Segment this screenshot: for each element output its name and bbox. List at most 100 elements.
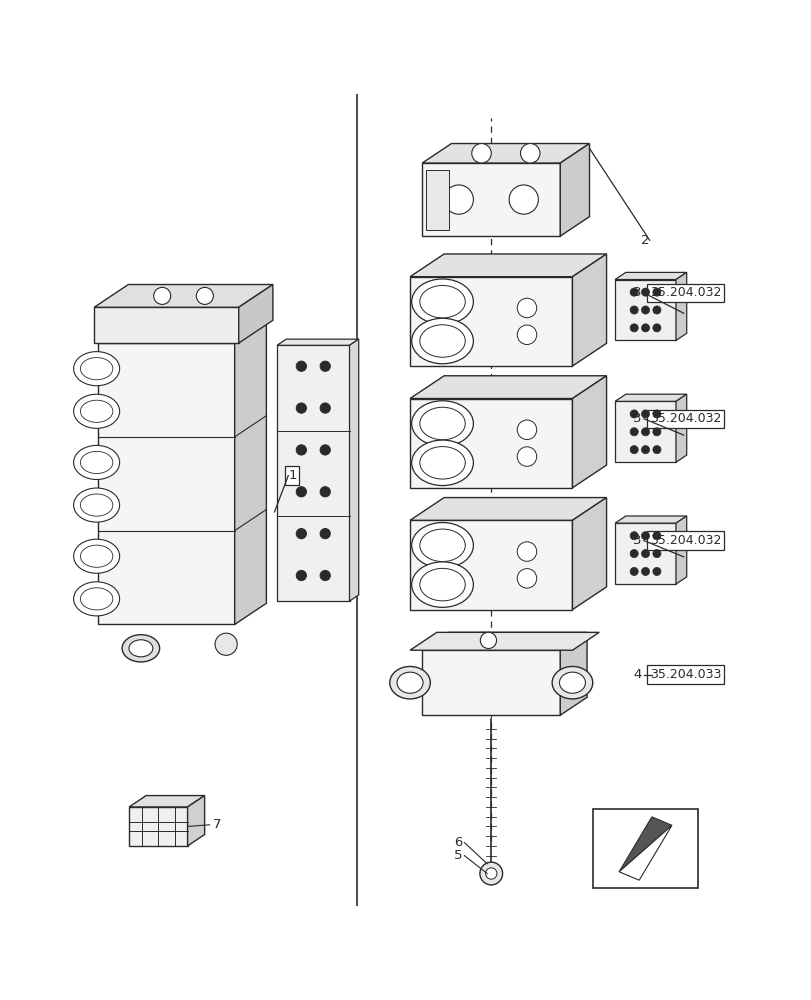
- Circle shape: [629, 428, 637, 436]
- Ellipse shape: [122, 635, 160, 662]
- Polygon shape: [615, 401, 675, 462]
- Ellipse shape: [419, 285, 465, 318]
- Polygon shape: [615, 523, 675, 584]
- Circle shape: [652, 428, 660, 436]
- Polygon shape: [618, 817, 671, 872]
- Polygon shape: [615, 516, 686, 523]
- Polygon shape: [187, 796, 204, 846]
- Text: 3: 3: [633, 534, 641, 547]
- Circle shape: [629, 567, 637, 576]
- Polygon shape: [422, 144, 589, 163]
- Circle shape: [517, 325, 536, 345]
- Circle shape: [641, 288, 649, 296]
- Circle shape: [652, 306, 660, 314]
- Circle shape: [641, 567, 649, 576]
- Circle shape: [517, 569, 536, 588]
- Polygon shape: [129, 796, 204, 807]
- Circle shape: [641, 446, 649, 454]
- Polygon shape: [618, 825, 671, 880]
- Text: 35.204.032: 35.204.032: [649, 412, 720, 425]
- Circle shape: [652, 532, 660, 540]
- Circle shape: [320, 445, 330, 455]
- Text: 35.204.032: 35.204.032: [649, 534, 720, 547]
- Ellipse shape: [411, 440, 473, 486]
- Polygon shape: [98, 322, 266, 343]
- Circle shape: [520, 144, 539, 163]
- Circle shape: [629, 410, 637, 418]
- Circle shape: [629, 532, 637, 540]
- Ellipse shape: [411, 523, 473, 568]
- Circle shape: [517, 447, 536, 466]
- Circle shape: [320, 403, 330, 413]
- Ellipse shape: [411, 562, 473, 607]
- Polygon shape: [572, 498, 606, 610]
- Ellipse shape: [551, 666, 592, 699]
- Polygon shape: [277, 339, 358, 345]
- Ellipse shape: [80, 545, 113, 567]
- Circle shape: [320, 361, 330, 371]
- Ellipse shape: [74, 539, 119, 573]
- Ellipse shape: [80, 588, 113, 610]
- Polygon shape: [98, 343, 234, 624]
- Ellipse shape: [74, 582, 119, 616]
- Circle shape: [320, 570, 330, 581]
- Polygon shape: [410, 520, 572, 610]
- Text: 4: 4: [633, 668, 641, 681]
- Circle shape: [629, 446, 637, 454]
- Polygon shape: [410, 632, 599, 650]
- Ellipse shape: [80, 494, 113, 516]
- Circle shape: [641, 324, 649, 332]
- Circle shape: [652, 567, 660, 576]
- Polygon shape: [410, 398, 572, 488]
- Polygon shape: [94, 285, 272, 307]
- Ellipse shape: [74, 352, 119, 386]
- Circle shape: [641, 410, 649, 418]
- Circle shape: [641, 428, 649, 436]
- Polygon shape: [675, 272, 686, 340]
- Circle shape: [479, 632, 496, 649]
- Circle shape: [641, 532, 649, 540]
- Polygon shape: [277, 345, 349, 601]
- Polygon shape: [410, 277, 572, 366]
- Polygon shape: [422, 163, 560, 236]
- Text: 35.204.032: 35.204.032: [649, 286, 720, 299]
- Polygon shape: [615, 272, 686, 280]
- Ellipse shape: [419, 325, 465, 357]
- Polygon shape: [572, 376, 606, 488]
- Circle shape: [517, 298, 536, 318]
- Circle shape: [652, 550, 660, 558]
- Circle shape: [629, 324, 637, 332]
- Polygon shape: [94, 307, 238, 343]
- Ellipse shape: [411, 318, 473, 364]
- Circle shape: [296, 445, 306, 455]
- Ellipse shape: [389, 666, 430, 699]
- Ellipse shape: [74, 488, 119, 522]
- Circle shape: [479, 862, 502, 885]
- Circle shape: [320, 487, 330, 497]
- Circle shape: [517, 420, 536, 440]
- Ellipse shape: [80, 451, 113, 474]
- Polygon shape: [129, 807, 187, 846]
- Circle shape: [196, 287, 213, 304]
- Circle shape: [444, 185, 473, 214]
- Bar: [592, 809, 697, 888]
- Ellipse shape: [411, 401, 473, 446]
- Circle shape: [215, 633, 237, 655]
- Ellipse shape: [129, 640, 152, 657]
- Ellipse shape: [419, 447, 465, 479]
- Ellipse shape: [80, 400, 113, 422]
- Polygon shape: [572, 254, 606, 366]
- Circle shape: [296, 529, 306, 539]
- Polygon shape: [422, 650, 560, 715]
- Circle shape: [629, 550, 637, 558]
- Polygon shape: [615, 394, 686, 401]
- Polygon shape: [560, 144, 589, 236]
- Text: 2: 2: [641, 234, 649, 247]
- Circle shape: [471, 144, 491, 163]
- Polygon shape: [349, 339, 358, 601]
- Ellipse shape: [74, 445, 119, 479]
- Text: 3: 3: [633, 412, 641, 425]
- Ellipse shape: [411, 279, 473, 324]
- Circle shape: [296, 487, 306, 497]
- Circle shape: [485, 868, 496, 879]
